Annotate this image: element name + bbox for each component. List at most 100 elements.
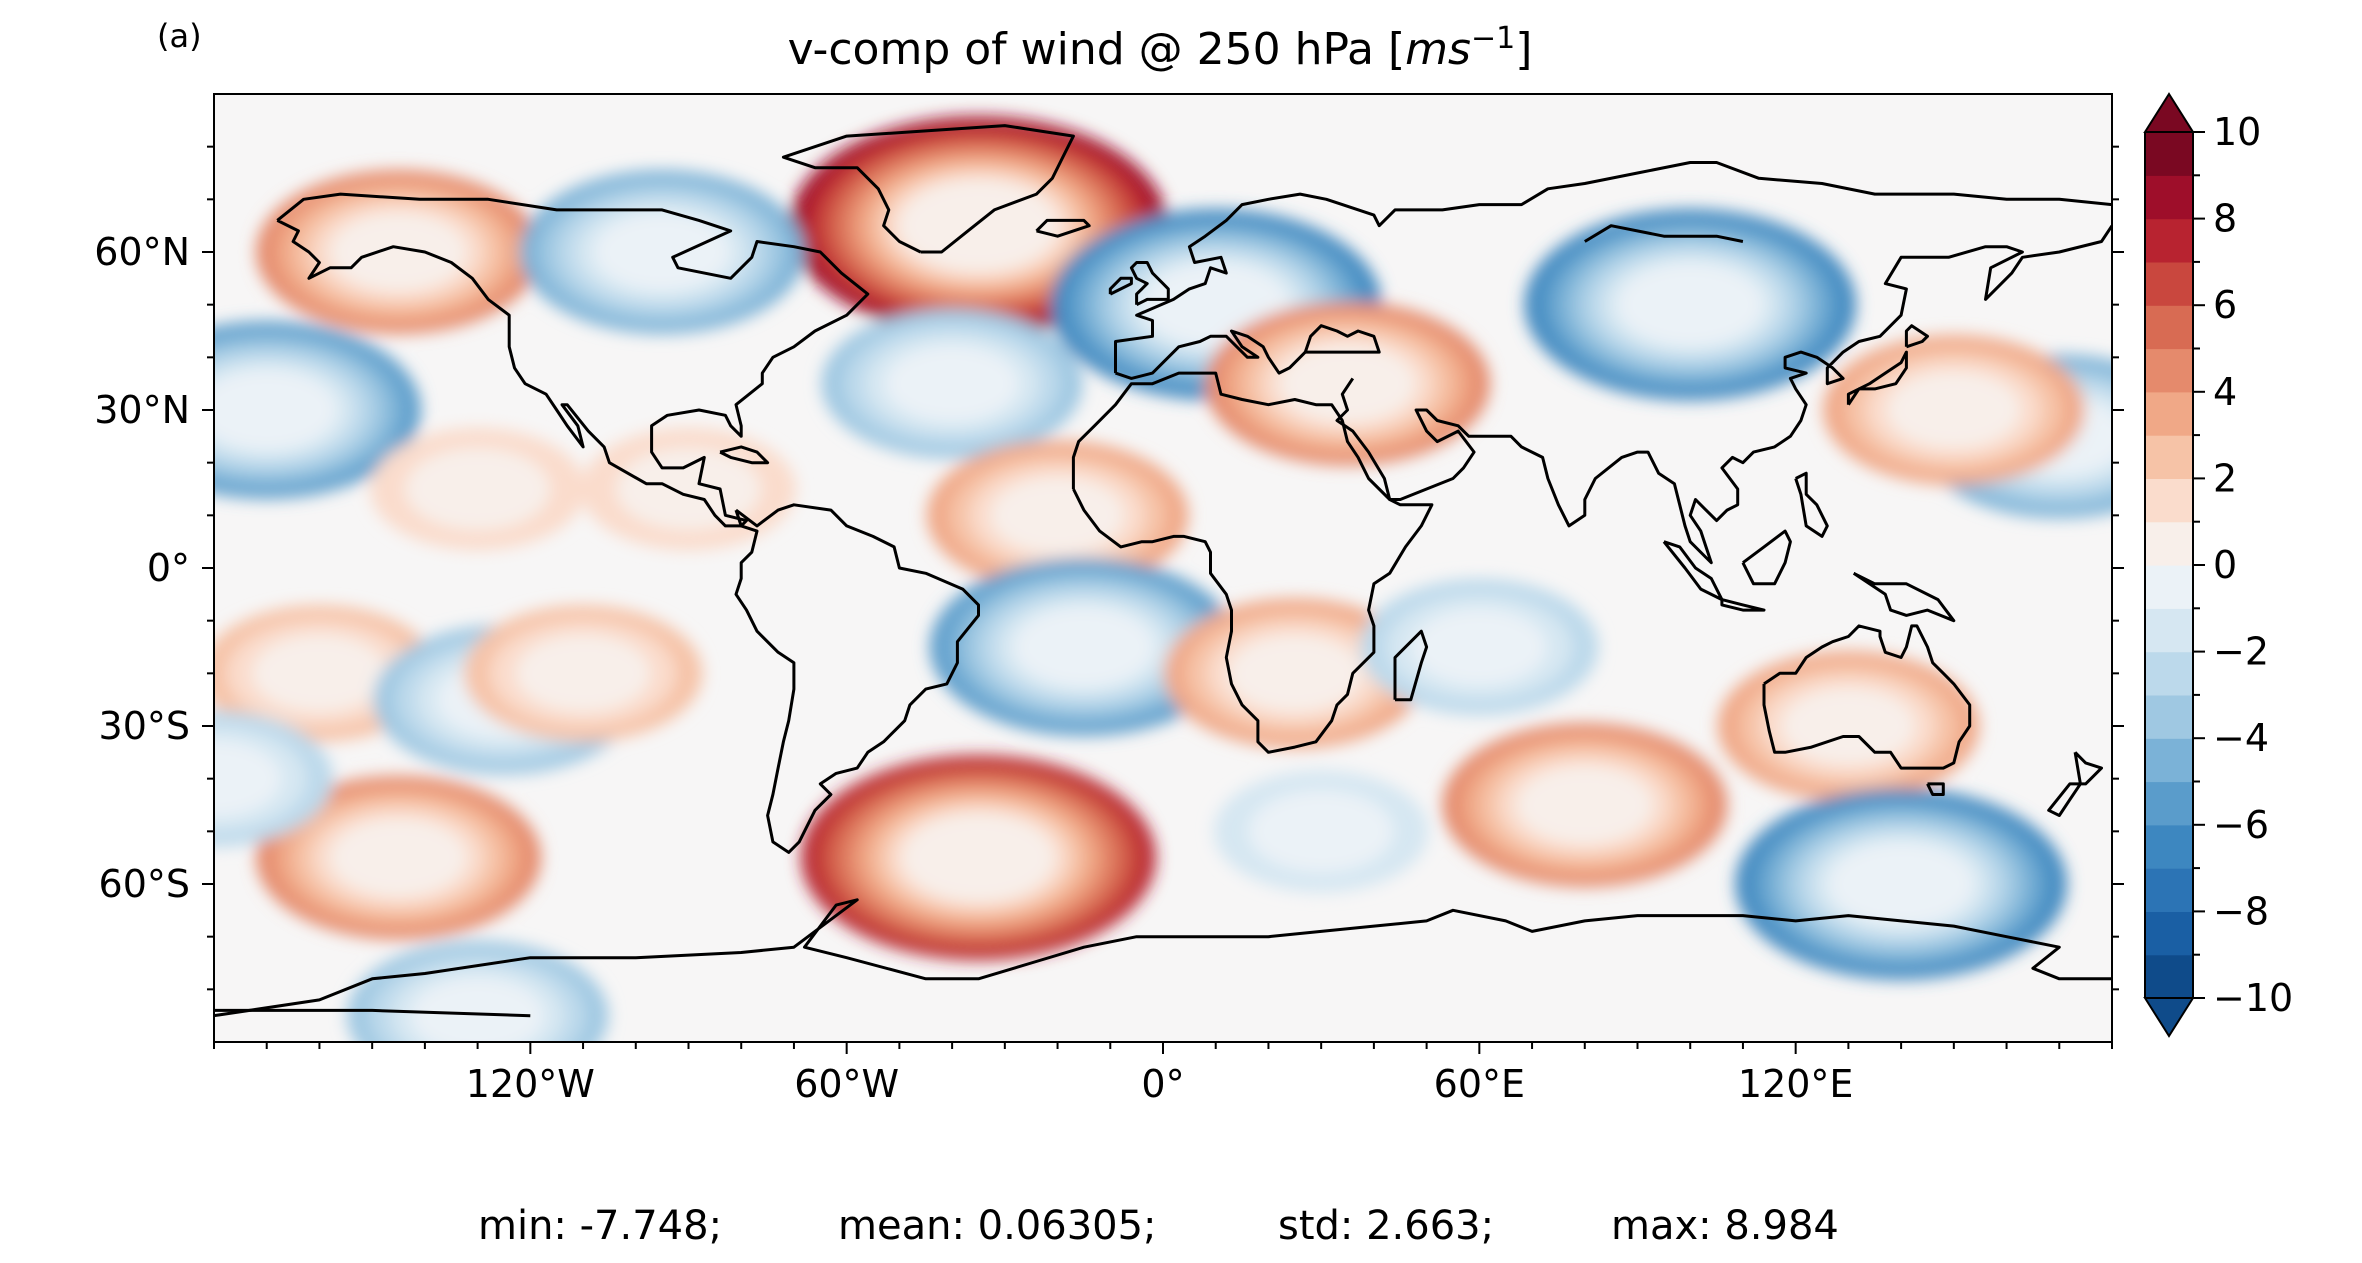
colorbar-bin (2145, 175, 2193, 220)
colorbar-tick-label: 0 (2213, 543, 2237, 587)
field-anomaly (1013, 606, 1155, 688)
coastline (1335, 224, 2112, 565)
x-tick-label: 0° (1141, 1062, 1184, 1106)
coastline (1108, 276, 1133, 296)
x-tick-label: 60°E (1434, 1062, 1525, 1106)
colorbar-bin (2145, 218, 2193, 263)
coastline (1303, 324, 1381, 354)
field-anomaly (1248, 790, 1394, 873)
map-area (214, 94, 2112, 1042)
y-tick-label: 60°S (99, 862, 190, 906)
colorbar-tick-label: −6 (2213, 803, 2269, 847)
coastline (781, 124, 1075, 254)
colorbar-bin (2145, 478, 2193, 523)
panel-label: (a) (157, 17, 202, 55)
colorbar-extend-max (2143, 92, 2195, 133)
stat-std: std: 2.663; (1278, 1203, 1494, 1249)
field-anomaly (898, 179, 1059, 272)
y-tick-label: 30°N (94, 388, 190, 432)
field-anomaly (1616, 262, 1764, 347)
stat-max: max: 8.984 (1611, 1203, 1839, 1249)
colorbar-bin (2145, 694, 2193, 739)
coastline (214, 898, 2112, 1018)
colorbar-tick-label: −2 (2213, 630, 2269, 674)
field-anomaly (1227, 634, 1362, 712)
colorbar-tick-label: −10 (2213, 976, 2293, 1020)
colorbar: 10 8 6 4 2 0 −2 −4 −6 −8 −10 (2143, 92, 2293, 1038)
colorbar-tick-label: 4 (2213, 370, 2237, 414)
colorbar-tick-label: 6 (2213, 283, 2237, 327)
colorbar-bin (2145, 911, 2193, 956)
colorbar-tick-label: 8 (2213, 197, 2237, 241)
coastline (1852, 571, 1956, 623)
field-anomaly (515, 634, 651, 712)
coastline (1114, 161, 2112, 374)
coastline (1762, 624, 1972, 770)
coastline (2047, 751, 2103, 817)
coastline (1584, 224, 1744, 243)
colorbar-tick-label: 10 (2213, 110, 2261, 154)
colorbar-bin (2145, 565, 2193, 609)
field-anomaly (410, 977, 545, 1042)
colorbar-bin (2145, 261, 2193, 306)
coastline (1904, 324, 1929, 349)
y-tick-label: 60°N (94, 230, 190, 274)
field-anomaly (330, 212, 467, 292)
coastline (1662, 540, 1724, 602)
coastline (1115, 329, 1307, 380)
colorbar-bin (2145, 305, 2193, 350)
colorbar-bin (2145, 391, 2193, 436)
coastline (1393, 629, 1429, 702)
colorbar-bin (2145, 435, 2193, 479)
colorbar-bin (2145, 824, 2193, 869)
field-anomaly (214, 369, 338, 451)
field-anomaly (902, 813, 1055, 902)
field-anomaly (214, 740, 282, 818)
x-tick-label: 60°W (794, 1062, 899, 1106)
coastline (1846, 350, 1908, 406)
y-tick-label: 0° (147, 546, 190, 590)
x-tick-label: 120°W (466, 1062, 595, 1106)
field-anomaly (1516, 765, 1654, 845)
stat-min: min: -7.748; (478, 1203, 722, 1249)
y-tick-label: 30°S (99, 704, 190, 748)
field-anomaly (885, 345, 1020, 423)
map-axes: 120°W 60°W 0° 60°E 120°E 60°N 30°N 0° 30°S 60°S (94, 145, 2124, 1106)
stat-mean: mean: 0.06305; (838, 1203, 1157, 1249)
coastline (276, 192, 870, 528)
coastline (1129, 261, 1170, 307)
coastline (1720, 598, 1766, 612)
coastline (1035, 218, 1091, 238)
field-anomaly (251, 634, 387, 712)
colorbar-extend-min (2143, 997, 2195, 1038)
colorbar-tick-label: 2 (2213, 456, 2237, 500)
coastline (1741, 529, 1792, 586)
colorbar-bin (2145, 608, 2193, 653)
colorbar-bin (2145, 132, 2193, 176)
colorbar-tick-label: −8 (2213, 889, 2269, 933)
chart-title: v-comp of wind @ 250 hPa [ms−1] (788, 21, 1533, 75)
coastlines (214, 124, 2112, 1018)
coastline (734, 503, 980, 854)
colorbar-bin (2145, 868, 2193, 912)
field-anomaly (330, 818, 467, 897)
wind-field (214, 116, 2112, 1042)
colorbar-bin (2145, 521, 2193, 566)
coastline (1926, 782, 1945, 796)
colorbar-bin (2145, 954, 2193, 999)
colorbar-bin (2145, 738, 2193, 783)
colorbar-tick-label: −4 (2213, 716, 2269, 760)
field-anomaly (990, 476, 1125, 554)
field-anomaly (1781, 687, 1916, 765)
field-anomaly (1411, 608, 1547, 686)
colorbar-bin (2145, 651, 2193, 696)
coastline (214, 1008, 531, 1018)
coastline (1071, 371, 1434, 754)
colorbar-bin (2145, 348, 2193, 393)
coastline (1794, 471, 1829, 538)
field-anomaly (1886, 371, 2021, 449)
colorbar-bin (2145, 781, 2193, 826)
coastline (719, 445, 770, 465)
x-tick-label: 120°E (1738, 1062, 1854, 1106)
